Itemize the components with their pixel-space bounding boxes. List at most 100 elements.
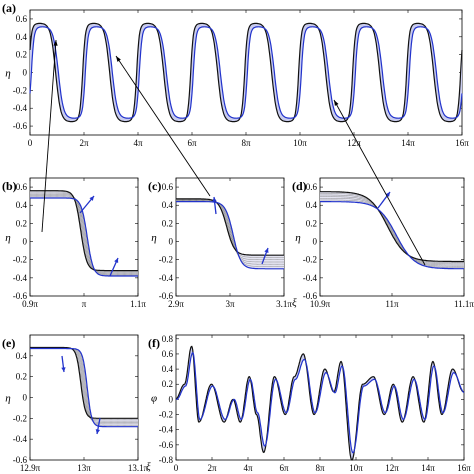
panel-a-blue-curve [29,26,463,119]
xtick-label: 6π [279,463,289,473]
xtick-label: 13.1π [128,463,149,473]
panel-d-direction-arrow-head [385,192,390,197]
ytick-label: -0.2 [13,413,27,423]
panel-e-xlabel: ξ [146,461,151,473]
panel-b: (b) 0.6 0.4 0.2 0 -0.2 -0.4 -0.60.9π π 1.1π η [2,177,146,309]
xtick-label: 3π [225,299,235,309]
panel-c-inner-curve [176,199,284,260]
ytick-label: 0.2 [306,218,317,228]
ytick-label: 0 [23,237,28,247]
panel-c-blue-curve [176,201,284,270]
panel-b-inner-curve [30,191,138,272]
connector-arrows [41,39,426,266]
ytick-label: 0.6 [162,349,174,359]
ytick-label: 0.4 [162,200,174,210]
panel-b-direction-arrow-head [89,196,94,201]
ytick-label: -0.2 [13,255,27,265]
ytick-label: 0.4 [162,364,174,374]
panel-c: (c) 0.6 0.4 0.2 0 -0.2 -0.4 -0.62.9π 3π 3.1π η ξ [148,177,297,309]
xtick-label: 4π [243,463,253,473]
xtick-label: 12.9π [20,463,41,473]
ytick-label: 0.2 [16,372,27,382]
xtick-label: 11π [385,299,399,309]
panel-b-black-curve [30,190,138,272]
ytick-label: -0.4 [13,103,28,113]
panel-f-blue-curve [176,351,465,454]
ytick-label: 0.6 [162,182,174,192]
connector-arrow-d [333,99,426,266]
xtick-label: 13π [77,463,91,473]
panel-c-inner-curve [176,199,284,263]
xtick-label: 8π [315,463,325,473]
xtick-label: 0 [174,463,179,473]
panel-a-ylabel: η [5,68,10,80]
ytick-label: -0.6 [159,440,174,450]
xtick-label: 10π [349,463,363,473]
panel-d-black-curve [320,191,464,263]
ytick-label: -0.6 [13,121,28,131]
ytick-label: 0.4 [16,32,28,42]
ytick-label: -0.8 [159,455,174,465]
panel-c-direction-arrow-head [212,197,217,202]
ytick-label: -0.2 [303,255,317,265]
ytick-label: 0.4 [306,200,318,210]
panel-d-ylabel: η [295,232,300,244]
ytick-label: 0.2 [162,379,173,389]
connector-arrow-b-head [53,40,58,46]
ytick-label: 0.6 [16,14,28,24]
panel-c-xlabel: ξ [292,297,297,309]
panel-c-black-curve [176,198,284,256]
panel-f-ylabel: φ [151,393,157,405]
ytick-label: 0.8 [162,334,174,344]
xtick-label: π [82,299,87,309]
ytick-label: -0.4 [303,273,318,283]
panel-f: (f) 0.80.60.40.20-0.2-0.4-0.6-0.80 2π 4π 6π 8… [148,334,471,473]
panel-b-inner-curve [30,192,138,273]
ytick-label: 0.2 [162,218,173,228]
ytick-label: -0.6 [13,291,28,301]
connector-arrow-c-head [116,56,121,62]
connector-arrow-b [41,39,57,233]
panel-d-inner-curve [320,194,464,265]
ytick-label: -0.4 [159,425,174,435]
panel-d-inner-curve [320,193,464,263]
ytick-label: 0.4 [16,351,28,361]
panel-d-inner-curve [320,196,464,266]
panel-c-inner-curve [176,200,284,265]
panel-a-band [30,23,462,122]
connector-arrow-d-head [334,100,339,106]
xtick-label: 0.9π [22,299,38,309]
xtick-label: 4π [133,138,143,148]
ytick-label: -0.2 [159,410,173,420]
xtick-label: 12π [347,138,361,148]
xtick-label: 3.1π [276,299,292,309]
panel-b-blue-curve [30,197,138,277]
xtick-label: 16π [457,463,471,473]
panel-e-label: (e) [2,336,15,350]
panel-e: (e)0.4 0.2 0 -0.2 -0.4 -0.612.9π 13π 13.1π η ξ [2,334,151,473]
panel-e-black-curve [30,346,138,419]
ytick-label: -0.4 [159,273,174,283]
xtick-label: 0 [28,138,33,148]
panel-c-label: (c) [148,179,161,193]
panel-e-direction-arrow-head [61,367,66,372]
ytick-label: 0.6 [16,182,28,192]
ytick-label: 0 [169,237,174,247]
panel-e-direction-arrow-2-head [95,429,100,434]
panel-f-label: (f) [148,336,160,350]
panel-d: (d) 0.6 0.4 0.2 0 -0.2 -0.4 -0.610.9π 11π 11.1π η [292,177,474,309]
ytick-label: -0.4 [13,273,28,283]
ytick-label: 0.4 [16,200,28,210]
panel-e-inner-curve [30,347,138,423]
panel-b-direction-arrow-2-head [114,258,119,263]
ytick-label: 0 [23,68,28,78]
xtick-label: 1.1π [130,299,146,309]
panel-a-label: (a) [2,1,16,15]
xtick-label: 12π [385,463,399,473]
ytick-label: -0.2 [13,85,27,95]
ytick-label: 0 [23,393,28,403]
xtick-label: 2π [79,138,89,148]
xtick-label: 8π [241,138,251,148]
ytick-label: -0.2 [159,255,173,265]
ytick-label: -0.6 [159,291,174,301]
